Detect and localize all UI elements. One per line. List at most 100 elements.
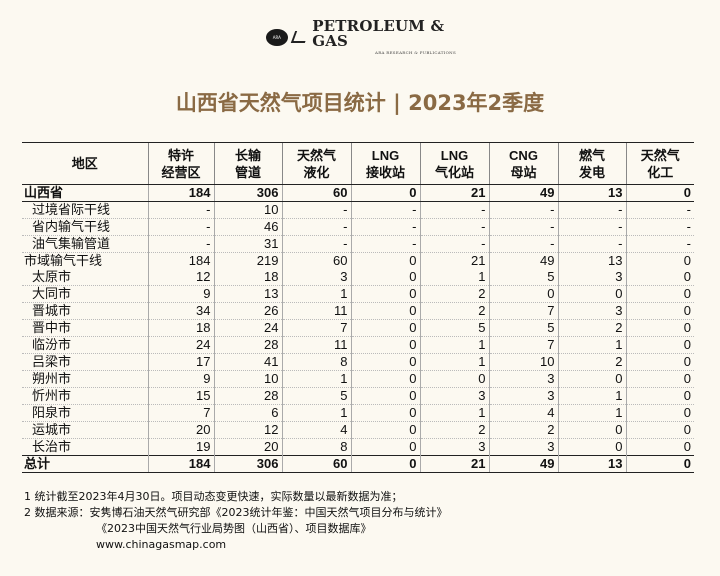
value-cell: 2 [419, 421, 489, 439]
value-cell: 0 [625, 269, 694, 286]
value-cell: 5 [488, 319, 558, 337]
value-cell: 306 [213, 455, 282, 473]
value-cell: 28 [213, 336, 282, 354]
value-cell: - [625, 201, 694, 219]
value-cell: 41 [213, 353, 282, 371]
value-cell: 3 [281, 269, 351, 286]
value-cell: 219 [213, 252, 282, 269]
value-cell: 184 [147, 184, 214, 202]
region-cell: 忻州市 [22, 387, 148, 405]
value-cell: 0 [625, 319, 694, 337]
value-cell: 3 [488, 370, 558, 388]
value-cell: - [488, 235, 558, 253]
value-cell: 0 [625, 387, 694, 405]
value-cell: 0 [350, 285, 420, 303]
value-cell: 0 [350, 438, 420, 456]
value-cell: 5 [488, 269, 558, 286]
region-cell: 临汾市 [22, 336, 148, 354]
value-cell: 0 [350, 302, 420, 320]
value-cell: 11 [281, 302, 351, 320]
table-row: 阳泉市 7 6 1 0 1 4 1 0 [22, 404, 694, 422]
value-cell: - [147, 235, 214, 253]
column-header-region: 地区 [22, 142, 148, 185]
table-row: 省内输气干线 -46- - - - - - [22, 218, 694, 236]
value-cell: 2 [557, 319, 626, 337]
value-cell: 0 [625, 404, 694, 422]
value-cell: 3 [419, 438, 489, 456]
value-cell: 4 [488, 404, 558, 422]
region-cell: 长治市 [22, 438, 148, 456]
oil-pump-icon [290, 31, 309, 43]
region-cell: 晋中市 [22, 319, 148, 337]
region-cell: 太原市 [22, 269, 148, 286]
value-cell: 1 [281, 370, 351, 388]
value-cell: - [557, 218, 626, 236]
value-cell: 7 [488, 336, 558, 354]
value-cell: 0 [350, 404, 420, 422]
column-header: 天然气 液化 [281, 142, 351, 185]
value-cell: 19 [147, 438, 214, 456]
value-cell: 60 [281, 184, 351, 202]
value-cell: 46 [213, 218, 282, 236]
value-cell: 1 [557, 404, 626, 422]
value-cell: 0 [350, 252, 420, 269]
value-cell: 1 [557, 336, 626, 354]
value-cell: - [350, 218, 420, 236]
value-cell: 0 [350, 387, 420, 405]
column-header: LNG 接收站 [350, 142, 420, 185]
value-cell: 8 [281, 353, 351, 371]
table-row: 临汾市 24 28 11 0 1 7 1 0 [22, 336, 694, 354]
value-cell: 3 [488, 438, 558, 456]
value-cell: 31 [213, 235, 282, 253]
value-cell: 11 [281, 336, 351, 354]
logo-main-text: PETROLEUM & GAS [312, 17, 445, 50]
region-cell: 总计 [22, 455, 148, 473]
logo-sub-text: ARA RESEARCH & PUBLICATIONS [375, 50, 456, 55]
region-cell: 市域输气干线 [24, 253, 103, 268]
value-cell: 5 [281, 387, 351, 405]
table-row: 长治市 19 20 8 0 3 3 0 0 [22, 438, 694, 456]
page-title: 山西省天然气项目统计 | 2023年2季度 [175, 91, 545, 115]
value-cell: 7 [281, 319, 351, 337]
value-cell: 0 [419, 370, 489, 388]
value-cell: - [147, 218, 214, 236]
table-row: 忻州市 15 28 5 0 3 3 1 0 [22, 387, 694, 405]
value-cell: 4 [281, 421, 351, 439]
value-cell: 26 [213, 302, 282, 320]
note-2: 2 数据来源：安隽博石油天然气研究部《2023统计年鉴：中国天然气项目分布与统计… [24, 506, 448, 519]
value-cell: 0 [350, 319, 420, 337]
value-cell: 0 [557, 438, 626, 456]
column-header: 燃气 发电 [557, 142, 626, 185]
table-row: 太原市 12 18 3 0 1 5 3 0 [22, 269, 694, 286]
value-cell: 184 [147, 252, 214, 269]
value-cell: - [557, 235, 626, 253]
value-cell: - [488, 201, 558, 219]
table-row: 市域输气干线 184 219 60 0 21 49 13 0 [22, 252, 694, 269]
value-cell: 0 [350, 421, 420, 439]
region-cell: 晋城市 [22, 302, 148, 320]
value-cell: 0 [350, 455, 420, 473]
stats-table: 地区 特许 经营区 长输 管道 天然气 液化 LNG 接收站 LNG 气化站 CNG 母站燃… [22, 142, 694, 473]
region-cell: 运城市 [22, 421, 148, 439]
table-row: 过境省际干线 -10- - - - - - [22, 201, 694, 219]
value-cell: 7 [147, 404, 214, 422]
value-cell: - [419, 218, 489, 236]
value-cell: - [281, 235, 351, 253]
value-cell: 12 [147, 269, 214, 286]
value-cell: 34 [147, 302, 214, 320]
value-cell: 1 [281, 285, 351, 303]
website-link[interactable]: www.chinagasmap.com [96, 538, 227, 551]
value-cell: 0 [625, 353, 694, 371]
value-cell: 1 [419, 404, 489, 422]
table-row: 运城市 20 12 4 0 2 2 0 0 [22, 421, 694, 439]
value-cell: 24 [213, 319, 282, 337]
value-cell: 0 [625, 455, 694, 473]
value-cell: 0 [625, 184, 694, 202]
value-cell: 2 [488, 421, 558, 439]
value-cell: 17 [147, 353, 214, 371]
column-header: 天然气 化工 [625, 142, 694, 185]
table-row: 油气集输管道 -31- - - - - - [22, 235, 694, 253]
column-header: 特许 经营区 [147, 142, 214, 185]
value-cell: 0 [557, 370, 626, 388]
value-cell: 0 [625, 370, 694, 388]
